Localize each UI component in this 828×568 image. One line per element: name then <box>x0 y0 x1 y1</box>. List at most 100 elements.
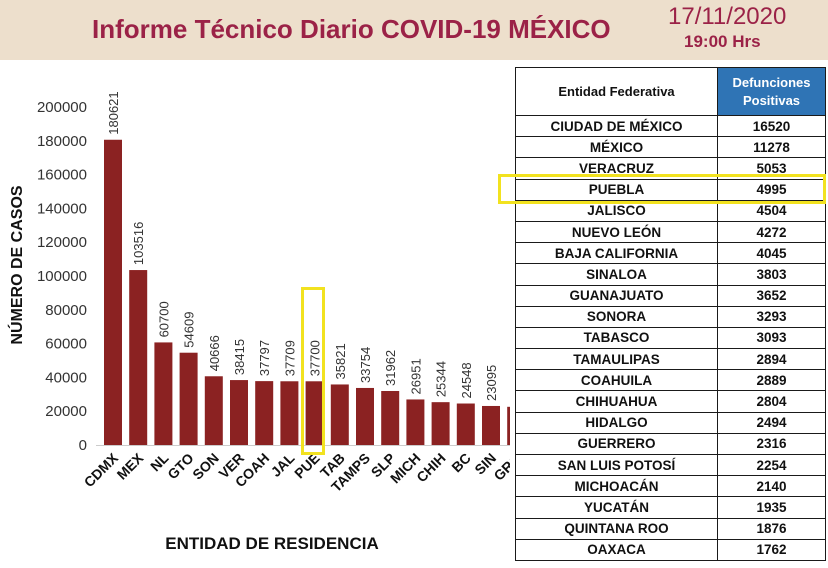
table-row: BAJA CALIFORNIA 4045 <box>515 242 826 265</box>
y-axis-label: NÚMERO DE CASOS <box>7 185 26 344</box>
cell-entidad: YUCATÁN <box>515 496 718 519</box>
table-row: CIUDAD DE MÉXICO 16520 <box>515 114 826 138</box>
bar-value-label: 37797 <box>257 340 272 376</box>
cell-defunciones: 4045 <box>717 242 826 265</box>
bar-value-label: 23095 <box>484 365 499 401</box>
bar-cdmx <box>104 139 122 445</box>
bar-chih <box>431 402 450 445</box>
bar-value-label: 37709 <box>282 340 297 376</box>
table-row: CHIHUAHUA 2804 <box>515 390 826 413</box>
table-body: CIUDAD DE MÉXICO 16520 MÉXICO 11278 VERACRUZ… <box>515 114 826 561</box>
bar-value-label: 37700 <box>308 340 323 376</box>
table-row: TABASCO 3093 <box>515 326 826 350</box>
y-tick-label: 60000 <box>45 336 87 353</box>
cell-defunciones: 2889 <box>717 369 826 392</box>
bar-tamps <box>356 387 374 445</box>
cell-entidad: MICHOACÁN <box>515 475 718 498</box>
cell-defunciones: 2894 <box>717 348 826 371</box>
table-row: HIDALGO 2494 <box>515 411 826 434</box>
bar-value-label: 54609 <box>182 312 197 348</box>
cell-entidad: CIUDAD DE MÉXICO <box>515 114 718 138</box>
report-title: Informe Técnico Diario COVID-19 MÉXICO <box>92 14 611 44</box>
header-defunciones-line2: Positivas <box>742 92 801 108</box>
table-row: TAMAULIPAS 2894 <box>515 348 826 371</box>
bar-mex <box>129 270 148 445</box>
bar-value-label: 180621 <box>106 91 121 134</box>
cell-defunciones: 3093 <box>717 326 826 350</box>
table-row: QUINTANA ROO 1876 <box>515 517 826 540</box>
cell-entidad: GUERRERO <box>515 432 718 456</box>
cases-bar-chart: 0 20000 40000 60000 80000 100000 120000 140000 1… <box>7 91 510 553</box>
cell-entidad: CHIHUAHUA <box>515 390 718 413</box>
header-entidad: Entidad Federativa <box>515 67 718 116</box>
cell-defunciones: 1762 <box>717 538 826 561</box>
x-axis-label: ENTIDAD DE RESIDENCIA <box>165 534 378 553</box>
cell-entidad: OAXACA <box>515 538 718 561</box>
x-tick-label: CHIH <box>413 450 449 486</box>
table-row: YUCATÁN 1935 <box>515 496 826 519</box>
x-tick-label: GTO <box>164 450 197 483</box>
table-header-row: Entidad Federativa Defunciones Positivas <box>515 67 826 116</box>
highlight-row-box <box>498 174 826 204</box>
bar-gto <box>179 352 198 445</box>
report-header: Informe Técnico Diario COVID-19 MÉXICO 1… <box>0 0 828 60</box>
bar-value-label: 40666 <box>207 335 222 371</box>
bar-gro <box>507 406 510 445</box>
bar-jal <box>280 381 299 445</box>
cell-defunciones: 2316 <box>717 432 826 456</box>
y-tick-label: 160000 <box>37 167 87 184</box>
bar-value-label: 60700 <box>156 301 171 337</box>
bar-value-label: 35821 <box>333 343 348 379</box>
y-tick-label: 120000 <box>37 234 87 251</box>
cell-entidad: MÉXICO <box>515 136 718 159</box>
highlight-bar-box <box>301 287 325 455</box>
bar-value-label: 33754 <box>358 347 373 383</box>
bar-value-labels: 180621 103516 60700 54609 40666 38415 37797 377… <box>106 91 499 401</box>
x-tick-label: BC <box>448 450 474 476</box>
bar-value-label: 26951 <box>408 358 423 394</box>
x-tick-label: MEX <box>114 449 147 482</box>
cell-defunciones: 2804 <box>717 390 826 413</box>
cell-entidad: COAHUILA <box>515 369 718 392</box>
cell-defunciones: 2254 <box>717 453 826 477</box>
report-date: 17/11/2020 <box>668 3 787 30</box>
table-row: GUANAJUATO 3652 <box>515 284 826 307</box>
cell-entidad: QUINTANA ROO <box>515 517 718 540</box>
table-row: SAN LUIS POTOSÍ 2254 <box>515 453 826 477</box>
y-tick-label: 0 <box>79 437 87 454</box>
y-tick-label: 100000 <box>37 268 87 285</box>
y-axis-ticks: 0 20000 40000 60000 80000 100000 120000 140000 1… <box>37 99 87 454</box>
bar-value-label: 38415 <box>232 339 247 375</box>
cell-entidad: TABASCO <box>515 326 718 350</box>
bar-value-label: 103516 <box>131 222 146 265</box>
y-tick-label: 80000 <box>45 302 87 319</box>
bar-nl <box>154 342 173 445</box>
cell-defunciones: 2494 <box>717 411 826 434</box>
x-tick-label: JAL <box>268 449 298 479</box>
cell-defunciones: 2140 <box>717 475 826 498</box>
y-tick-label: 200000 <box>37 99 87 116</box>
header-defunciones-line1: Defunciones <box>732 74 811 90</box>
bar-slp <box>381 390 400 445</box>
cell-defunciones: 3803 <box>717 263 826 286</box>
table-row: MÉXICO 11278 <box>515 136 826 159</box>
table-row: NUEVO LEÓN 4272 <box>515 220 826 244</box>
table-row: MICHOACÁN 2140 <box>515 475 826 498</box>
cell-defunciones: 1876 <box>717 517 826 540</box>
bar-son <box>204 376 223 445</box>
cell-entidad: SINALOA <box>515 263 718 286</box>
bar-value-label: 25344 <box>434 361 449 397</box>
y-tick-label: 20000 <box>45 403 87 420</box>
cell-defunciones: 3293 <box>717 305 826 328</box>
cell-entidad: SAN LUIS POTOSÍ <box>515 453 718 477</box>
cell-entidad: JALISCO <box>515 199 718 222</box>
bar-coah <box>255 381 274 445</box>
y-tick-label: 180000 <box>37 133 87 150</box>
bar-bc <box>456 403 475 445</box>
y-tick-label: 40000 <box>45 369 87 386</box>
deaths-table: Entidad Federativa Defunciones Positivas… <box>515 67 826 561</box>
table-row: GUERRERO 2316 <box>515 432 826 456</box>
table-row: SONORA 3293 <box>515 305 826 328</box>
cell-entidad: TAMAULIPAS <box>515 348 718 371</box>
